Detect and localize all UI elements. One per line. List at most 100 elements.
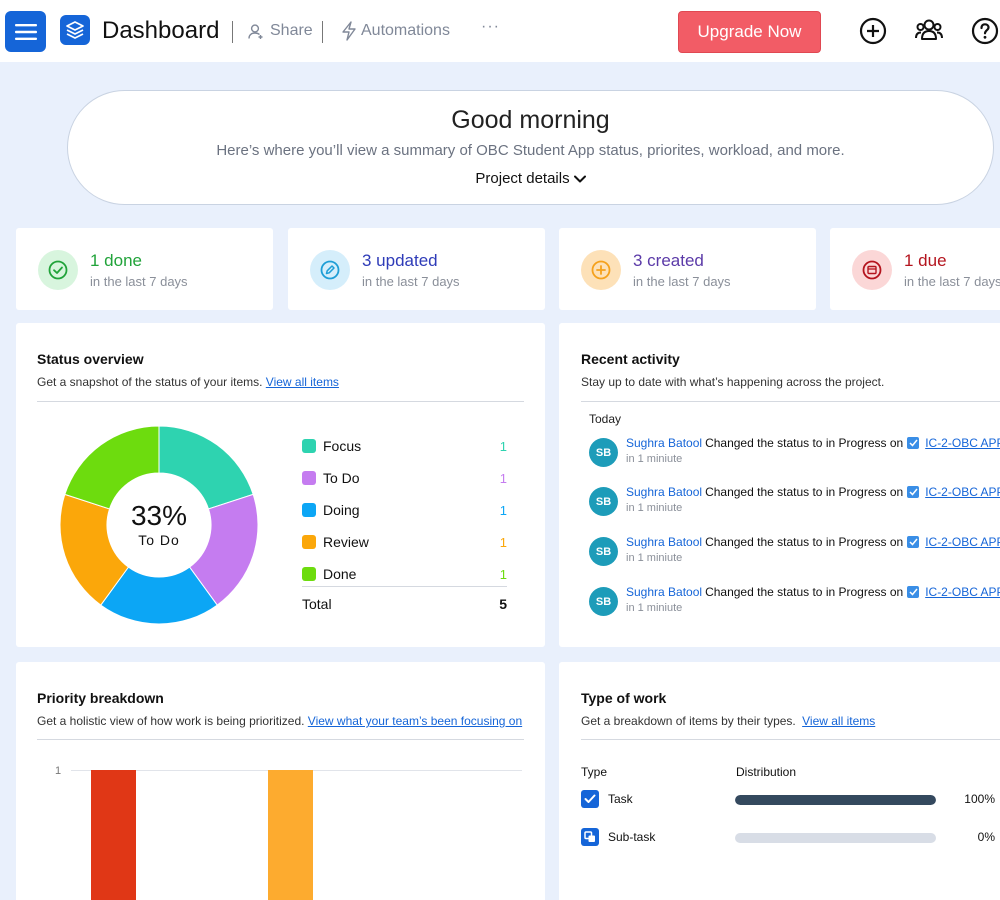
stat-value: 1 done [90, 251, 142, 270]
distribution-bar [735, 833, 936, 843]
help-icon[interactable] [971, 17, 999, 45]
card-subtitle-text: Get a snapshot of the status of your ite… [37, 375, 263, 389]
stat-card-created[interactable]: 3 created in the last 7 days [559, 228, 816, 310]
card-subtitle: Get a snapshot of the status of your ite… [37, 375, 339, 389]
activity-action: Changed the status to in Progress on [705, 436, 904, 450]
check-circle-icon [38, 250, 78, 290]
divider [581, 739, 1000, 740]
greeting-banner: Good morning Here’s where you’ll view a … [67, 90, 994, 205]
plus-circle-icon[interactable] [859, 17, 887, 45]
activity-item-link[interactable]: IC-2-OBC APP [925, 535, 1000, 549]
stat-card-updated[interactable]: 3 updated in the last 7 days [288, 228, 545, 310]
legend-count: 1 [499, 502, 507, 518]
donut-slice-doing[interactable] [100, 566, 218, 625]
donut-center: 33% To Do [60, 426, 258, 624]
recent-activity-card: Recent activity Stay up to date with wha… [559, 323, 1000, 647]
activity-item-link[interactable]: IC-2-OBC APP [925, 436, 1000, 450]
legend-count: 1 [499, 534, 507, 550]
calendar-icon [852, 250, 892, 290]
donut-slice-focus[interactable] [158, 425, 254, 510]
divider [322, 21, 323, 43]
app-logo[interactable] [60, 15, 90, 45]
donut-slice-done[interactable] [64, 425, 160, 510]
activity-user-link[interactable]: Sughra Batool [626, 535, 703, 549]
legend-swatch [302, 503, 316, 517]
card-title: Type of work [581, 690, 667, 706]
activity-item: SB Sughra Batool Changed the status to i… [589, 434, 1000, 474]
avatar[interactable]: SB [589, 487, 618, 516]
legend-swatch [302, 471, 316, 485]
legend-count: 1 [499, 566, 507, 582]
menu-icon [14, 23, 37, 40]
stat-period: in the last 7 days [904, 274, 1000, 289]
legend-item-done[interactable]: Done 1 [302, 564, 507, 584]
avatar[interactable]: SB [589, 587, 618, 616]
activity-item-link[interactable]: IC-2-OBC APP [925, 585, 1000, 599]
status-donut-chart: 33% To Do [59, 425, 259, 625]
task-checkbox-icon [581, 790, 599, 808]
distribution-percent: 0% [977, 830, 995, 844]
card-title: Recent activity [581, 351, 680, 367]
upgrade-now-button[interactable]: Upgrade Now [678, 11, 821, 53]
donut-label: To Do [138, 532, 180, 548]
subtask-icon [581, 828, 599, 846]
legend-label: To Do [323, 470, 360, 486]
donut-slice-to-do[interactable] [188, 493, 259, 606]
distribution-percent: 100% [964, 792, 995, 806]
activity-user-link[interactable]: Sughra Batool [626, 485, 703, 499]
priority-bar[interactable] [91, 770, 136, 900]
team-icon[interactable] [914, 17, 944, 45]
card-title: Priority breakdown [37, 690, 164, 706]
task-checkbox-icon [907, 536, 920, 548]
lightning-icon [342, 21, 356, 41]
priority-bar[interactable] [268, 770, 313, 900]
view-team-focus-link[interactable]: View what your team’s been focusing on [307, 714, 523, 728]
work-type-row[interactable]: Sub-task 0% [581, 828, 1000, 848]
legend-total: Total 5 [302, 586, 507, 612]
total-label: Total [302, 596, 332, 612]
card-subtitle: Stay up to date with what’s happening ac… [581, 375, 885, 389]
donut-slice-review[interactable] [59, 493, 130, 606]
legend-item-to-do[interactable]: To Do 1 [302, 468, 507, 488]
stat-period: in the last 7 days [90, 274, 188, 289]
page-title: Dashboard [102, 17, 220, 44]
stat-value: 1 due [904, 251, 947, 270]
more-menu-button[interactable]: ··· [481, 18, 500, 35]
legend-item-review[interactable]: Review 1 [302, 532, 507, 552]
menu-button[interactable] [5, 11, 46, 52]
view-all-items-link[interactable]: View all items [265, 375, 339, 389]
legend-label: Doing [323, 502, 360, 518]
y-axis-tick: 1 [55, 765, 62, 777]
activity-item-link[interactable]: IC-2-OBC APP [925, 485, 1000, 499]
legend-item-doing[interactable]: Doing 1 [302, 500, 507, 520]
view-all-items-link[interactable]: View all items [802, 714, 876, 728]
share-button[interactable]: Share [248, 22, 313, 40]
stat-card-done[interactable]: 1 done in the last 7 days [16, 228, 273, 310]
task-checkbox-icon [907, 437, 920, 449]
activity-time: in 1 miniute [626, 602, 683, 614]
card-subtitle: Get a breakdown of items by their types.… [581, 714, 875, 728]
total-count: 5 [499, 596, 507, 612]
project-details-toggle[interactable]: Project details [68, 170, 993, 187]
task-checkbox-icon [907, 486, 920, 498]
distribution-bar [735, 795, 936, 805]
divider [581, 401, 1000, 402]
activity-text: Sughra Batool Changed the status to in P… [626, 485, 1000, 499]
activity-action: Changed the status to in Progress on [705, 585, 904, 599]
activity-action: Changed the status to in Progress on [705, 535, 904, 549]
divider [37, 739, 524, 740]
activity-user-link[interactable]: Sughra Batool [626, 585, 703, 599]
activity-time: in 1 miniute [626, 552, 683, 564]
automations-button[interactable]: Automations [341, 21, 450, 41]
divider [232, 21, 233, 43]
stat-card-due[interactable]: 1 due in the last 7 days [830, 228, 1000, 310]
avatar[interactable]: SB [589, 438, 618, 467]
top-bar: Dashboard Share Automations ··· Upgrade … [0, 0, 1000, 62]
legend-item-focus[interactable]: Focus 1 [302, 436, 507, 456]
work-type-row[interactable]: Task 100% [581, 790, 1000, 810]
status-overview-card: Status overview Get a snapshot of the st… [16, 323, 545, 647]
work-type-label: Sub-task [608, 830, 656, 844]
avatar[interactable]: SB [589, 537, 618, 566]
activity-user-link[interactable]: Sughra Batool [626, 436, 703, 450]
stat-period: in the last 7 days [633, 274, 731, 289]
